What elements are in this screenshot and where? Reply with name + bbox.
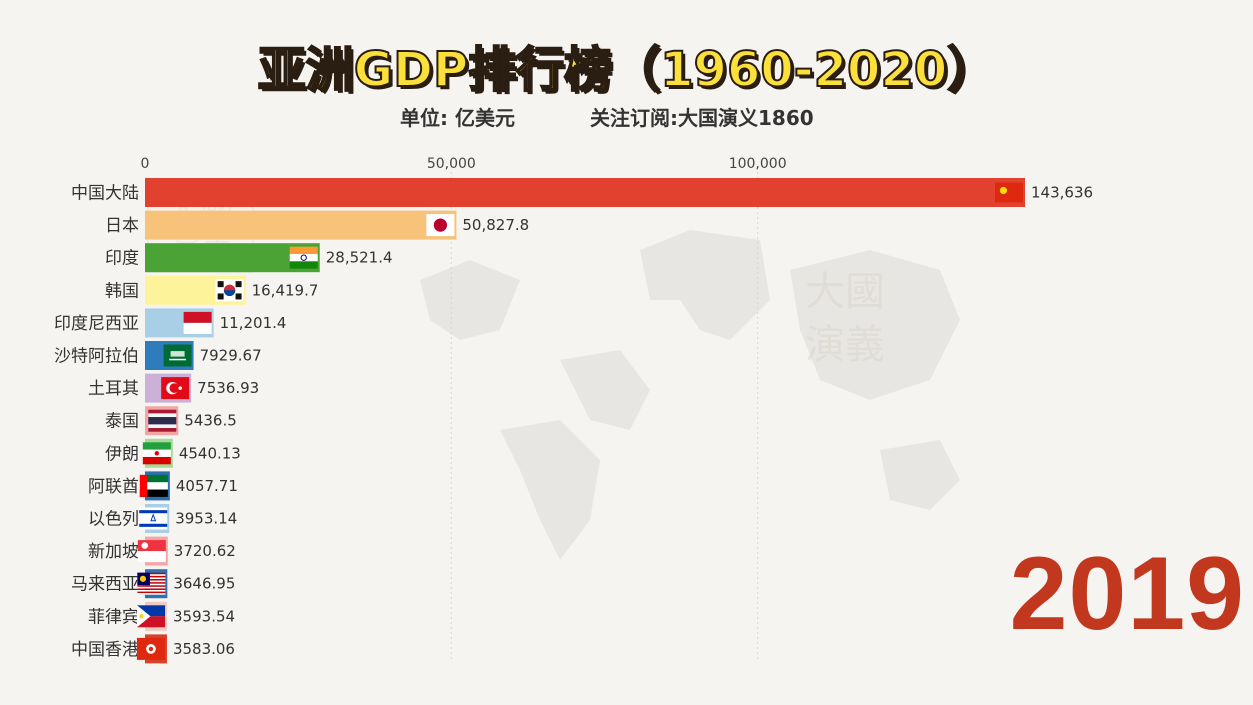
bar-row: 马来西亚 3646.95 bbox=[71, 569, 235, 599]
category-label: 日本 bbox=[105, 216, 139, 236]
value-label: 3953.14 bbox=[175, 510, 237, 528]
india-flag bbox=[289, 246, 318, 269]
value-label: 3593.54 bbox=[173, 607, 235, 625]
world-map-background bbox=[420, 230, 960, 560]
value-label: 4057.71 bbox=[176, 477, 238, 495]
bar-row: 阿联酋 4057.71 bbox=[88, 471, 238, 501]
value-label: 50,827.8 bbox=[462, 216, 529, 234]
category-label: 韩国 bbox=[105, 281, 139, 301]
category-label: 新加坡 bbox=[88, 542, 139, 562]
philippines-flag bbox=[137, 605, 166, 628]
value-label: 16,419.7 bbox=[252, 281, 319, 299]
iran-flag bbox=[142, 442, 171, 465]
category-label: 中国大陆 bbox=[71, 184, 139, 204]
value-label: 3720.62 bbox=[174, 542, 236, 560]
israel-flag bbox=[139, 507, 168, 530]
watermark: 大國 演義 大國 演義 bbox=[147, 179, 885, 368]
bar-row: 伊朗 4540.13 bbox=[105, 438, 241, 468]
value-label: 3646.95 bbox=[173, 575, 235, 593]
x-axis-ticks: 0 50,000 100,000 bbox=[141, 156, 787, 172]
year-label: 2019 bbox=[1009, 536, 1245, 652]
watermark-text-top: 大國 bbox=[805, 269, 885, 315]
value-label: 5436.5 bbox=[184, 412, 237, 430]
bar-row: 日本 50,827.8 bbox=[105, 210, 529, 240]
bar-row: 印度 28,521.4 bbox=[105, 243, 393, 273]
china-flag bbox=[995, 182, 1023, 203]
unit-label: 单位: 亿美元 bbox=[400, 106, 515, 130]
bar-row: 沙特阿拉伯 7929.67 bbox=[54, 341, 262, 370]
category-label: 印度 bbox=[105, 249, 139, 269]
bar bbox=[145, 178, 1025, 207]
saudi-flag bbox=[163, 344, 192, 367]
category-label: 土耳其 bbox=[88, 379, 139, 399]
chart-title: 亚洲GDP排行榜（1960-2020） bbox=[257, 41, 997, 99]
category-label: 以色列 bbox=[88, 510, 139, 530]
japan-flag bbox=[426, 214, 455, 237]
category-label: 阿联酋 bbox=[88, 477, 139, 497]
value-label: 28,521.4 bbox=[326, 249, 393, 267]
malaysia-flag bbox=[137, 572, 166, 595]
category-label: 中国香港 bbox=[71, 640, 139, 660]
bar-row: 泰国 5436.5 bbox=[105, 406, 237, 436]
uae-flag bbox=[139, 474, 168, 497]
value-label: 7929.67 bbox=[200, 347, 262, 365]
category-label: 马来西亚 bbox=[71, 575, 139, 595]
value-label: 143,636 bbox=[1031, 184, 1093, 202]
bars: 中国大陆 143,636 日本 50,827.8 印度 28,521.4 韩国 16,419.… bbox=[54, 178, 1093, 664]
value-label: 7536.93 bbox=[197, 379, 259, 397]
korea-flag bbox=[215, 279, 244, 302]
bar-row: 印度尼西亚 11,201.4 bbox=[54, 308, 287, 338]
x-tick-label: 0 bbox=[141, 156, 150, 172]
bar-row: 韩国 16,419.7 bbox=[105, 275, 319, 305]
grid-lines bbox=[450, 172, 759, 662]
turkey-flag bbox=[161, 377, 190, 400]
category-label: 沙特阿拉伯 bbox=[54, 347, 139, 367]
category-label: 伊朗 bbox=[105, 444, 139, 464]
thailand-flag bbox=[148, 409, 177, 432]
bar-row: 以色列 3953.14 bbox=[88, 504, 237, 533]
value-label: 11,201.4 bbox=[220, 314, 287, 332]
category-label: 泰国 bbox=[105, 412, 139, 432]
category-label: 印度尼西亚 bbox=[54, 314, 139, 334]
bar-row: 中国香港 3583.06 bbox=[71, 634, 235, 664]
bar-row: 菲律宾 3593.54 bbox=[88, 601, 235, 631]
singapore-flag bbox=[137, 540, 166, 563]
follow-label: 关注订阅:大国演义1860 bbox=[590, 106, 814, 130]
bar bbox=[145, 210, 457, 240]
x-tick-label: 50,000 bbox=[427, 156, 476, 172]
hongkong-flag bbox=[136, 637, 165, 660]
indonesia-flag bbox=[183, 311, 212, 334]
bar-row: 土耳其 7536.93 bbox=[88, 373, 259, 403]
bar-row: 新加坡 3720.62 bbox=[88, 536, 236, 566]
category-label: 菲律宾 bbox=[88, 607, 139, 627]
bar-row: 中国大陆 143,636 bbox=[71, 178, 1093, 207]
value-label: 3583.06 bbox=[173, 640, 235, 658]
value-label: 4540.13 bbox=[179, 444, 241, 462]
x-tick-label: 100,000 bbox=[729, 156, 787, 172]
watermark-text-bottom: 演義 bbox=[805, 322, 885, 368]
